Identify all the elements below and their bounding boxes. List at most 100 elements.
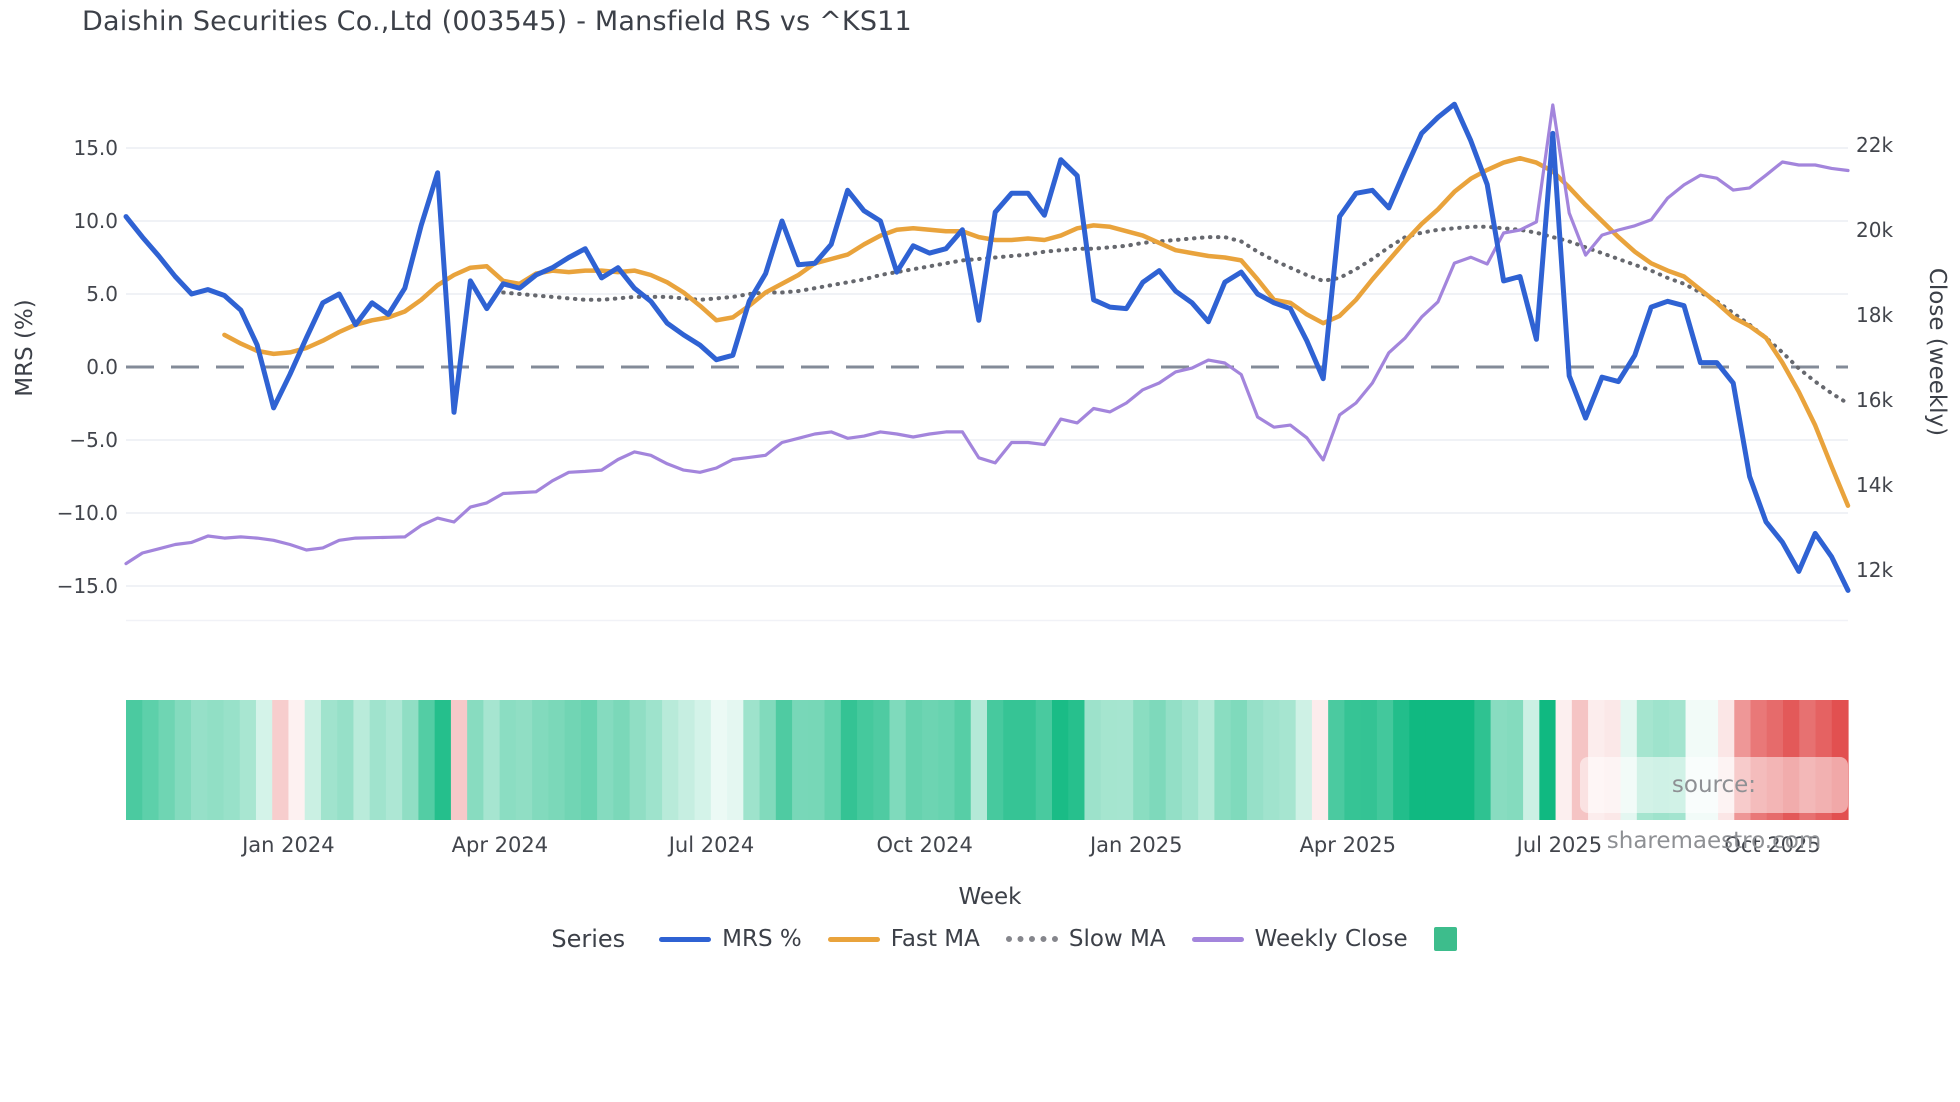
heatmap-cell: [1214, 700, 1232, 820]
heatmap-cell: [792, 700, 809, 820]
heatmap-cell: [434, 700, 452, 820]
right-axis-tick: 18k: [1856, 303, 1894, 327]
left-axis-tick: −10.0: [56, 501, 118, 525]
heatmap-cell: [402, 700, 420, 820]
left-axis-tick: −15.0: [56, 574, 118, 598]
heatmap-cell: [337, 700, 355, 820]
heatmap-cell: [775, 700, 793, 820]
heatmap-cell: [1523, 700, 1540, 820]
heatmap-cell: [824, 700, 842, 820]
heatmap-cell: [1441, 700, 1459, 820]
heatmap-cell: [678, 700, 696, 820]
heatmap-cell: [1311, 700, 1329, 820]
heatmap-cell: [418, 700, 436, 820]
right-axis-tick: 16k: [1856, 388, 1894, 412]
heatmap-cell: [1246, 700, 1264, 820]
heatmap-cell: [288, 700, 306, 820]
right-axis-tick: 14k: [1856, 473, 1894, 497]
heatmap-cell: [1328, 700, 1345, 820]
heatmap-cell: [889, 700, 907, 820]
heatmap-cell: [1019, 700, 1037, 820]
legend-item-mrs[interactable]: MRS %: [659, 926, 802, 952]
heatmap-cell: [1295, 700, 1313, 820]
right-axis-tick: 22k: [1856, 133, 1894, 157]
heatmap-cell: [1084, 700, 1102, 820]
heatmap-cell: [1198, 700, 1216, 820]
heatmap-cell: [970, 700, 988, 820]
heatmap-cell: [1409, 700, 1427, 820]
heatmap-cell: [1458, 700, 1475, 820]
heatmap-cell: [532, 700, 549, 820]
heatmap-cell: [873, 700, 891, 820]
heatmap-cell: [1393, 700, 1410, 820]
left-axis-tick: −5.0: [69, 428, 118, 452]
heatmap-cell: [548, 700, 566, 820]
heatmap-cell: [759, 700, 777, 820]
slow-ma-line: [501, 224, 1850, 406]
heatmap-cell: [174, 700, 192, 820]
heatmap-cell: [158, 700, 176, 820]
legend-item-heatmap[interactable]: [1433, 927, 1457, 951]
heatmap-cell: [467, 700, 484, 820]
heatmap-cell: [1376, 700, 1394, 820]
heatmap-cell: [207, 700, 225, 820]
heatmap-cell: [987, 700, 1004, 820]
heatmap-cell: [954, 700, 972, 820]
right-axis-title: Close (weekly): [1924, 267, 1950, 437]
heatmap-cell: [1279, 700, 1297, 820]
heatmap-cell: [1068, 700, 1086, 820]
x-axis-tick: Jan 2025: [1089, 833, 1183, 857]
x-axis-tick: Jan 2024: [242, 833, 335, 857]
legend-item-weekly-close[interactable]: Weekly Close: [1191, 926, 1408, 952]
left-axis-tick: 0.0: [86, 355, 118, 379]
heatmap-cell: [905, 700, 923, 820]
heatmap-cell: [857, 700, 874, 820]
left-axis-title: MRS (%): [12, 299, 38, 397]
legend: Series MRS % Fast MA Slow MA Weekly Clos…: [0, 920, 1960, 958]
x-axis-tick: Apr 2025: [1299, 833, 1397, 857]
gridlines: [126, 147, 1848, 622]
mrs-line-swatch-icon: [659, 936, 712, 942]
x-axis-tick: Apr 2024: [451, 833, 549, 857]
heatmap-cell: [190, 700, 208, 820]
heatmap-cell: [1263, 700, 1281, 820]
heatmap-cell: [1230, 700, 1248, 820]
heatmap-cell: [272, 700, 290, 820]
heatmap-cell: [645, 700, 663, 820]
heatmap-cell: [840, 700, 858, 820]
heatmap-cell: [1149, 700, 1167, 820]
heatmap-cell: [727, 700, 744, 820]
source-note: source: sharemaestro.com: [1580, 757, 1848, 854]
heatmap-cell: [694, 700, 712, 820]
weekly-close-line: [124, 103, 1850, 566]
heatmap-cell: [1165, 700, 1183, 820]
mrs-line: [123, 101, 1851, 593]
heatmap-cell: [1539, 700, 1557, 820]
heatmap-square-swatch-icon: [1433, 927, 1457, 951]
fast-ma-line: [222, 155, 1851, 508]
heatmap-cell: [1474, 700, 1492, 820]
legend-item-fast-ma[interactable]: Fast MA: [827, 926, 980, 952]
heatmap-cell: [1490, 700, 1508, 820]
x-axis-title: Week: [958, 884, 1022, 910]
heatmap-cell: [320, 700, 338, 820]
left-axis-tick: 15.0: [73, 136, 118, 160]
heatmap-cell: [515, 700, 533, 820]
x-axis-tick: Jul 2025: [1516, 833, 1603, 857]
heatmap-cell: [142, 700, 160, 820]
slow-ma-dotted-swatch-icon: [1005, 936, 1058, 942]
heatmap-cell: [255, 700, 273, 820]
legend-item-slow-ma[interactable]: Slow MA: [1005, 926, 1166, 952]
heatmap-cell: [808, 700, 826, 820]
left-axis-tick: 10.0: [73, 209, 118, 233]
heatmap-cell: [580, 700, 598, 820]
heatmap-cell: [450, 700, 468, 820]
heatmap-cell: [1051, 700, 1069, 820]
heatmap-cell: [126, 700, 143, 820]
heatmap-cell: [1425, 700, 1443, 820]
heatmap-cell: [385, 700, 403, 820]
heatmap-cell: [1035, 700, 1053, 820]
heatmap-cell: [483, 700, 501, 820]
heatmap-cell: [1344, 700, 1362, 820]
